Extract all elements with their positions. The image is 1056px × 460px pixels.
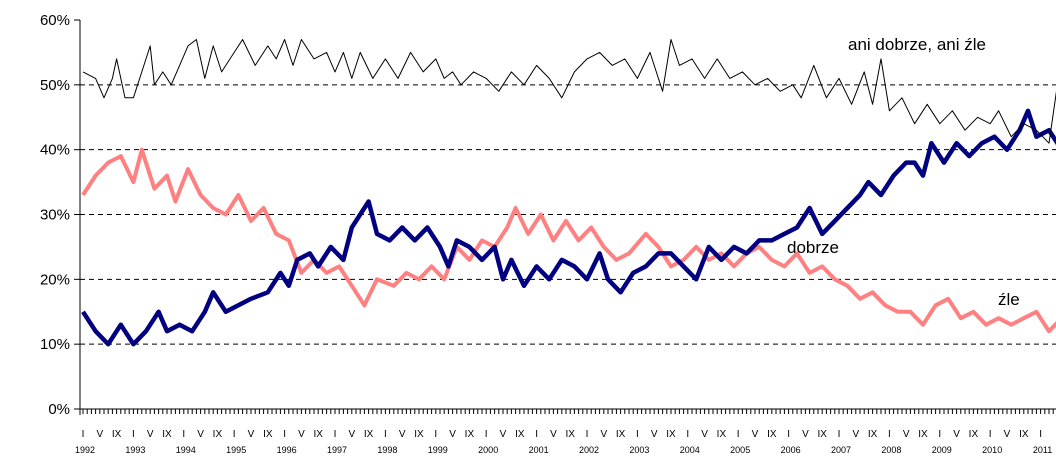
- y-tick-label: 10%: [40, 336, 70, 353]
- series-labels: ani dobrze, ani źle dobrze źle: [787, 35, 1020, 309]
- x-month-label: I: [787, 429, 790, 440]
- series-line-2: [81, 147, 1056, 334]
- x-month-label: V: [96, 429, 103, 440]
- x-month-label: IX: [666, 429, 676, 440]
- x-month-label: I: [535, 429, 538, 440]
- x-year-label: 1992: [75, 445, 95, 455]
- x-month-label: I: [636, 429, 639, 440]
- x-month-label: IX: [1019, 429, 1029, 440]
- series-annotation: ani dobrze, ani źle: [848, 35, 986, 54]
- x-month-label: V: [1004, 429, 1011, 440]
- x-month-label: IX: [918, 429, 928, 440]
- x-month-label: IX: [213, 429, 223, 440]
- x-month-label: V: [903, 429, 910, 440]
- x-month-label: I: [686, 429, 689, 440]
- x-year-label: 2010: [982, 445, 1002, 455]
- y-tick-label: 40%: [40, 142, 70, 159]
- y-tick-label: 50%: [40, 77, 70, 94]
- x-month-label: IX: [515, 429, 525, 440]
- series-annotation: źle: [998, 290, 1020, 309]
- x-year-label: 2002: [579, 445, 599, 455]
- x-month-label: I: [132, 429, 135, 440]
- x-year-label: 1994: [176, 445, 196, 455]
- x-year-label: 1997: [327, 445, 347, 455]
- x-month-label: I: [384, 429, 387, 440]
- x-month-label: IX: [313, 429, 323, 440]
- x-month-label: V: [953, 429, 960, 440]
- x-month-label: I: [938, 429, 941, 440]
- x-month-label: V: [348, 429, 355, 440]
- x-month-label: IX: [263, 429, 273, 440]
- x-month-label: V: [197, 429, 204, 440]
- x-month-label: IX: [817, 429, 827, 440]
- x-month-label: V: [298, 429, 305, 440]
- x-month-label: IX: [969, 429, 979, 440]
- x-month-label: I: [838, 429, 841, 440]
- x-year-label: 2011: [1033, 445, 1052, 455]
- x-year-label: 2000: [478, 445, 498, 455]
- x-month-label: IX: [112, 429, 122, 440]
- y-tick-label: 20%: [40, 271, 70, 288]
- x-year-label: 2004: [680, 445, 700, 455]
- x-month-label: V: [600, 429, 607, 440]
- x-month-label: I: [1039, 429, 1042, 440]
- x-month-label: V: [701, 429, 708, 440]
- x-month-label: IX: [565, 429, 575, 440]
- x-month-label: I: [334, 429, 337, 440]
- x-month-label: I: [888, 429, 891, 440]
- x-month-label: I: [283, 429, 286, 440]
- x-year-label: 1998: [377, 445, 397, 455]
- x-month-label: I: [586, 429, 589, 440]
- y-tick-label: 0%: [48, 401, 70, 418]
- y-tick-label: 60%: [40, 12, 70, 29]
- x-year-label: 2001: [529, 445, 549, 455]
- x-month-label: I: [82, 429, 85, 440]
- x-year-label: 1996: [277, 445, 297, 455]
- series-line-1: [81, 108, 1056, 347]
- x-month-label: V: [248, 429, 255, 440]
- x-month-label: V: [852, 429, 859, 440]
- x-month-label: IX: [364, 429, 374, 440]
- x-year-label: 1999: [428, 445, 448, 455]
- x-year-label: 2008: [881, 445, 901, 455]
- x-year-label: 2006: [781, 445, 801, 455]
- y-tick-label: 30%: [40, 207, 70, 224]
- x-month-label: I: [434, 429, 437, 440]
- x-month-label: I: [233, 429, 236, 440]
- series-line-0: [82, 39, 1056, 144]
- x-year-label: 2005: [730, 445, 750, 455]
- x-year-label: 2003: [629, 445, 649, 455]
- series-lines: [81, 39, 1056, 347]
- x-month-label: IX: [616, 429, 626, 440]
- x-month-label: V: [399, 429, 406, 440]
- series-annotation: dobrze: [787, 238, 839, 257]
- x-month-label: V: [500, 429, 507, 440]
- x-year-label: 1995: [226, 445, 246, 455]
- x-month-label: IX: [162, 429, 172, 440]
- x-month-label: V: [752, 429, 759, 440]
- x-month-label: V: [802, 429, 809, 440]
- x-month-label: IX: [717, 429, 727, 440]
- x-year-label: 2009: [932, 445, 952, 455]
- x-month-label: IX: [414, 429, 424, 440]
- x-month-label: I: [737, 429, 740, 440]
- x-month-label: IX: [868, 429, 878, 440]
- x-month-label: V: [550, 429, 557, 440]
- x-month-label: IX: [465, 429, 475, 440]
- x-month-label: IX: [767, 429, 777, 440]
- x-month-label: I: [989, 429, 992, 440]
- x-month-label: I: [182, 429, 185, 440]
- x-month-label: V: [651, 429, 658, 440]
- x-year-label: 1993: [125, 445, 145, 455]
- x-year-label: 2007: [831, 445, 851, 455]
- x-month-label: V: [147, 429, 154, 440]
- x-month-label: I: [485, 429, 488, 440]
- x-month-label: V: [449, 429, 456, 440]
